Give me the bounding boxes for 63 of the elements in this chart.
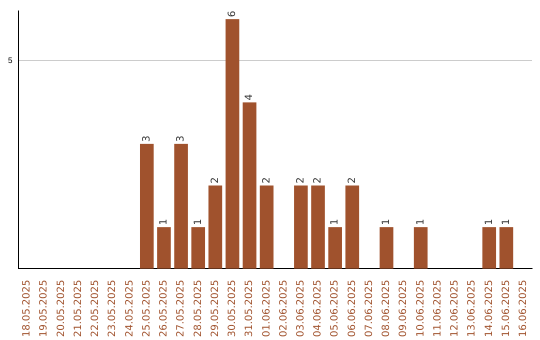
x-tick-label: 14.06.2025 <box>484 280 495 338</box>
data-label: 2 <box>346 177 358 184</box>
y-tick-label: 5 <box>8 56 13 65</box>
bar <box>208 186 222 269</box>
x-tick-label: 02.06.2025 <box>278 280 290 338</box>
x-tick-label: 26.05.2025 <box>158 280 170 338</box>
x-tick-label: 13.06.2025 <box>466 280 478 338</box>
x-tick-label: 18.05.2025 <box>22 280 33 338</box>
bar <box>414 227 428 269</box>
x-tick-label: 08.06.2025 <box>381 280 392 338</box>
bar <box>260 186 274 269</box>
data-label: 6 <box>227 10 238 18</box>
x-tick-label: 01.06.2025 <box>261 280 272 338</box>
data-label: 1 <box>192 218 204 226</box>
data-label: 2 <box>295 177 306 184</box>
data-label: 1 <box>484 218 495 226</box>
x-tick-label: 22.05.2025 <box>90 280 102 338</box>
bar <box>174 144 188 269</box>
data-label: 2 <box>261 177 272 184</box>
x-tick-label: 31.05.2025 <box>244 280 256 338</box>
bar <box>328 227 342 269</box>
bar <box>482 227 496 269</box>
data-label: 2 <box>210 177 221 184</box>
data-label: 1 <box>381 218 392 226</box>
x-tick-label: 27.05.2025 <box>176 280 187 338</box>
data-label: 3 <box>141 136 152 142</box>
x-tick-label: 25.05.2025 <box>141 280 152 338</box>
x-tick-label: 24.05.2025 <box>124 280 136 338</box>
x-tick-label: 03.06.2025 <box>295 280 306 338</box>
bar <box>226 19 240 269</box>
x-tick-label: 15.06.2025 <box>500 280 512 338</box>
x-tick-label: 06.06.2025 <box>346 280 358 338</box>
bar <box>242 102 256 269</box>
bar <box>191 227 206 269</box>
x-tick-label: 11.06.2025 <box>432 280 444 338</box>
bar <box>157 227 171 269</box>
x-tick-label: 21.05.2025 <box>72 280 84 338</box>
bar <box>311 186 325 269</box>
data-label: 3 <box>176 136 187 142</box>
x-tick-label: 16.06.2025 <box>518 280 530 338</box>
data-label: 1 <box>500 218 512 226</box>
x-tick-label: 09.06.2025 <box>398 280 410 338</box>
x-tick-label: 07.06.2025 <box>364 280 375 338</box>
data-label: 1 <box>158 218 170 226</box>
bar <box>345 186 360 269</box>
x-tick-label: 04.06.2025 <box>312 280 324 338</box>
x-tick-label: 29.05.2025 <box>210 280 221 338</box>
data-label: 4 <box>244 94 256 100</box>
bar <box>140 144 154 269</box>
bar <box>499 227 514 269</box>
x-tick-label: 20.05.2025 <box>56 280 67 338</box>
bar <box>294 186 308 269</box>
bar <box>380 227 394 269</box>
x-tick-label: 05.06.2025 <box>330 280 341 338</box>
x-tick-label: 28.05.2025 <box>192 280 204 338</box>
x-tick-label: 10.06.2025 <box>415 280 426 338</box>
data-label: 2 <box>312 177 324 184</box>
x-tick-label: 12.06.2025 <box>450 280 461 338</box>
data-label: 1 <box>415 218 426 226</box>
x-tick-label: 30.05.2025 <box>227 280 238 338</box>
data-label: 1 <box>330 218 341 226</box>
x-tick-label: 19.05.2025 <box>38 280 50 338</box>
x-tick-label: 23.05.2025 <box>107 280 118 338</box>
